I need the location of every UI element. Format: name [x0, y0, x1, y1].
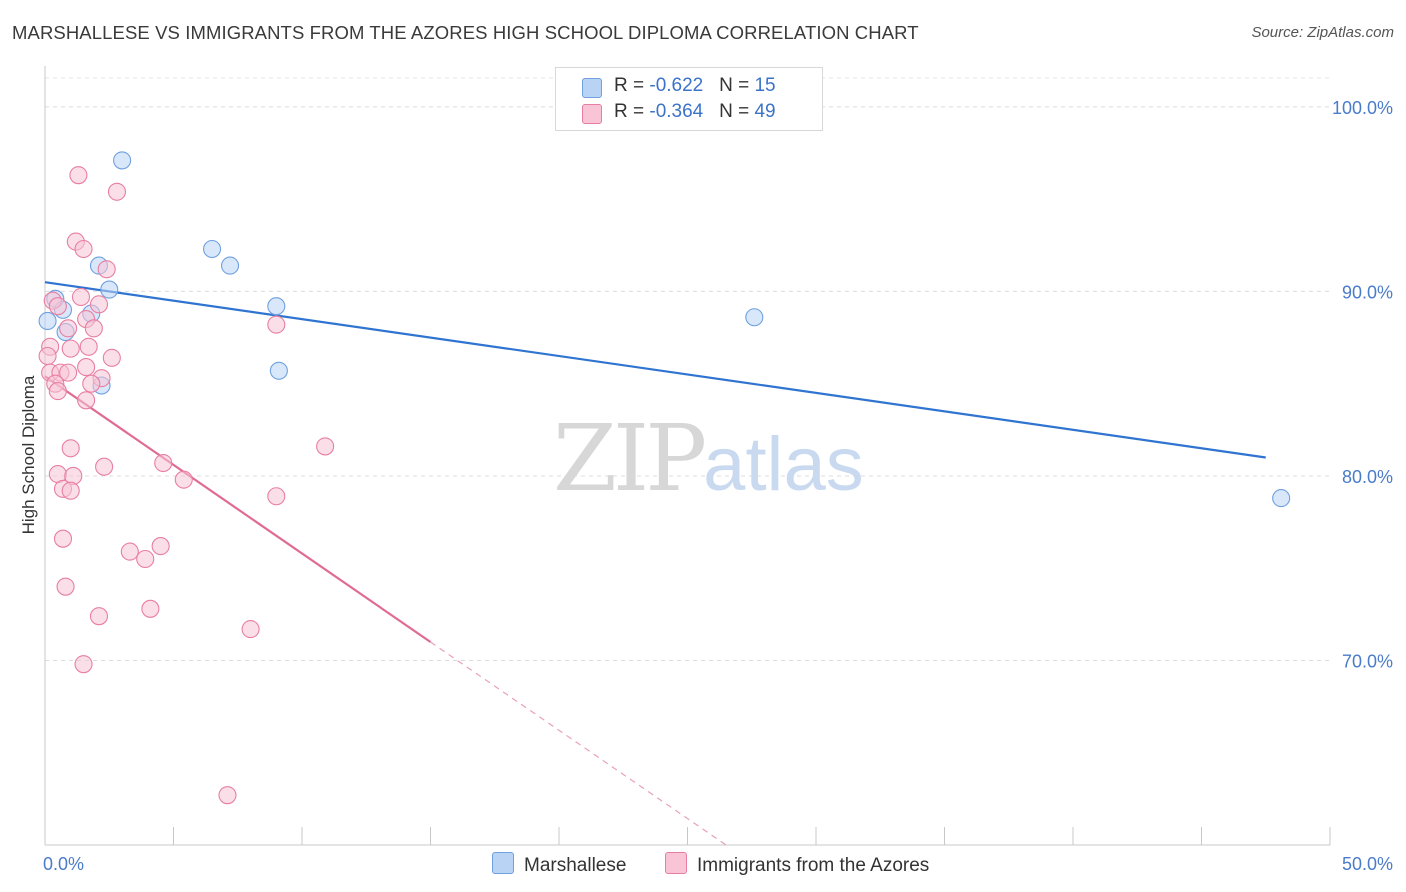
data-points [38, 151, 1291, 805]
y-tick-label: 100.0% [1332, 98, 1393, 118]
legend-n-label: N = [719, 75, 755, 96]
azores-point [59, 319, 78, 338]
azores-point [38, 346, 57, 366]
series-legend-marshallese: Marshallese [492, 852, 626, 877]
series-legend-label: Immigrants from the Azores [697, 855, 930, 876]
azores-point [82, 374, 101, 393]
legend-n-value: 15 [754, 75, 776, 96]
azores-point [97, 260, 116, 279]
azores-point [89, 295, 109, 314]
azores-trend-line [44, 375, 432, 643]
x-tick-label: 50.0% [1342, 854, 1393, 874]
marshallese-point [267, 297, 286, 316]
azores-point [53, 529, 73, 548]
azores-point [79, 337, 98, 356]
azores-point [74, 655, 93, 674]
legend-n-value: 49 [754, 101, 776, 122]
legend-n-label: N = [719, 101, 755, 122]
azores-point [120, 542, 139, 561]
azores-point [267, 315, 286, 334]
azores-point [61, 439, 80, 458]
legend-r-value: -0.364 [649, 101, 704, 122]
azores-point [69, 166, 88, 185]
azores-point [48, 382, 67, 401]
legend-swatch-azores [582, 104, 602, 124]
azores-point [95, 457, 114, 476]
azores-point [136, 549, 155, 569]
azores-point [48, 297, 67, 316]
chart-title: MARSHALLESE VS IMMIGRANTS FROM THE AZORE… [12, 22, 919, 43]
legend-r-value: -0.622 [649, 75, 704, 96]
azores-point [154, 453, 173, 473]
azores-point [89, 607, 109, 626]
tick-labels: 70.0% 80.0% 90.0% 100.0% 0.0% 50.0% [43, 98, 1393, 874]
azores-point [151, 537, 170, 556]
series-legend-swatch [492, 852, 514, 874]
marshallese-point [100, 280, 119, 299]
azores-point [241, 620, 260, 639]
y-tick-label: 90.0% [1342, 282, 1393, 302]
marshallese-point [745, 308, 764, 327]
y-axis-label: High School Diploma [19, 375, 38, 534]
watermark: ZIPatlas [553, 405, 864, 512]
chart-source: Source: ZipAtlas.com [1251, 24, 1394, 41]
azores-point [59, 363, 78, 382]
azores-point [77, 391, 96, 410]
marshallese-point [38, 311, 57, 331]
marshallese-trend-line [44, 281, 1266, 459]
azores-point [174, 470, 193, 489]
trend-lines [44, 281, 1266, 846]
marshallese-point [203, 239, 222, 259]
watermark-zip: ZIP [553, 405, 707, 512]
azores-point [77, 358, 96, 377]
grid-lines [45, 77, 1330, 661]
y-tick-label: 70.0% [1342, 651, 1393, 671]
azores-point [71, 287, 91, 307]
x-tick-label: 0.0% [43, 854, 84, 874]
azores-point [316, 437, 335, 456]
azores-point [102, 348, 121, 367]
marshallese-point [220, 256, 240, 275]
azores-point [74, 239, 93, 259]
azores-point [61, 339, 80, 358]
azores-point [84, 319, 103, 338]
azores-point [267, 487, 286, 506]
azores-trend-extension [430, 641, 727, 846]
marshallese-point [113, 151, 132, 170]
series-legend-swatch [665, 852, 687, 874]
watermark-atlas: atlas [703, 422, 864, 507]
legend-r-label: R = [614, 75, 650, 96]
series-legend-azores: Immigrants from the Azores [665, 852, 929, 877]
azores-point [107, 182, 127, 201]
correlation-legend: R = -0.622 N = 15 R = -0.364 N = 49 [555, 67, 823, 131]
legend-swatch-marshallese [582, 78, 602, 98]
marshallese-point [269, 361, 288, 380]
series-legend-label: Marshallese [524, 855, 627, 876]
marshallese-point [1272, 489, 1291, 508]
azores-point [218, 786, 237, 805]
azores-point [61, 481, 80, 500]
legend-r-label: R = [614, 101, 650, 122]
y-tick-label: 80.0% [1342, 467, 1393, 487]
axes [44, 66, 1331, 846]
azores-point [141, 599, 160, 618]
azores-point [56, 577, 75, 596]
